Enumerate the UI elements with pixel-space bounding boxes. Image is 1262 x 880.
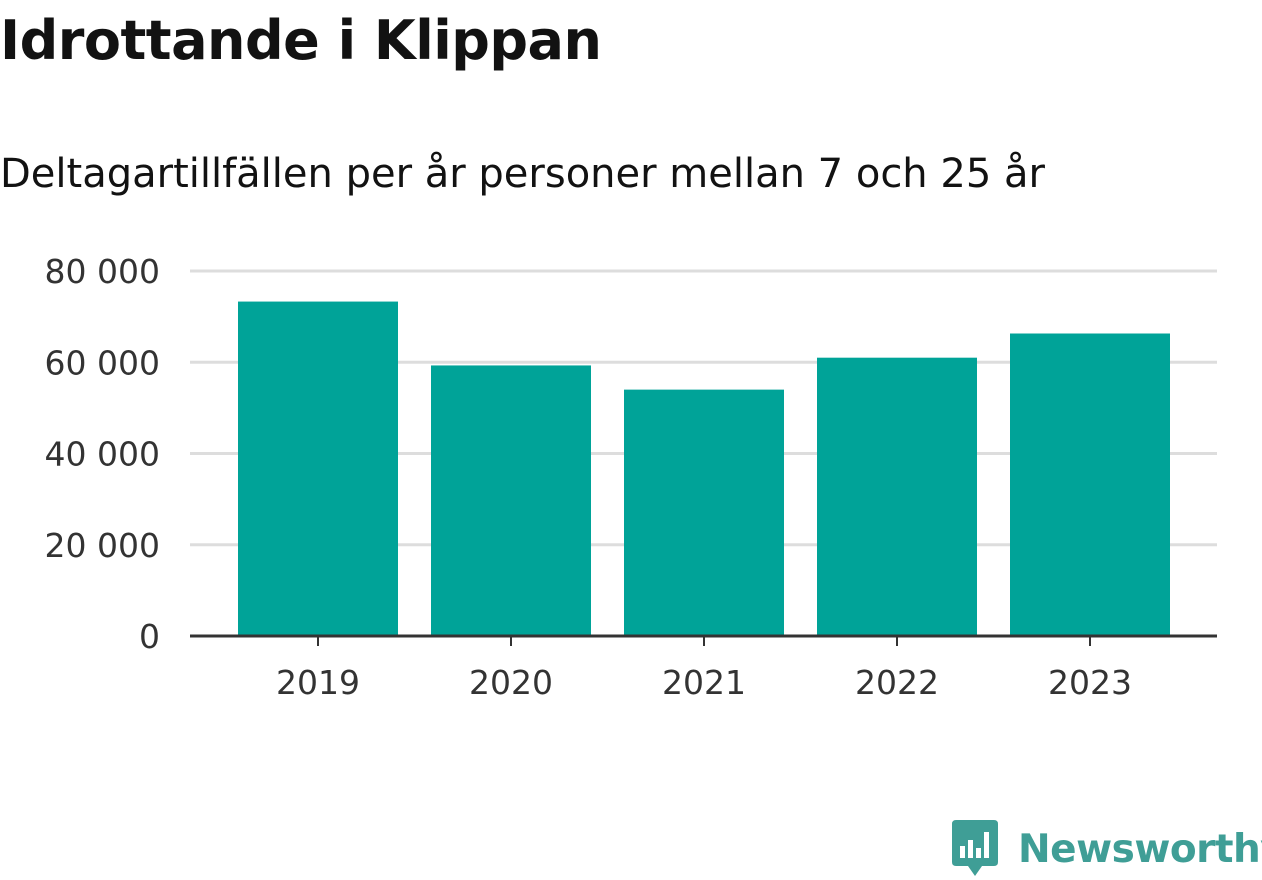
bar	[817, 357, 977, 636]
y-tick-label: 20 000	[45, 526, 160, 565]
newsworthy-logo: Newsworthy	[950, 818, 1262, 880]
x-tick-label: 2021	[662, 663, 746, 702]
x-tick-label: 2023	[1048, 663, 1132, 702]
chart-subtitle: Deltagartillfällen per år personer mella…	[0, 151, 1045, 197]
y-tick-label: 40 000	[45, 435, 160, 474]
y-tick-label: 80 000	[45, 252, 160, 291]
chart-title: Idrottande i Klippan	[0, 9, 602, 72]
y-tick-label: 0	[139, 617, 160, 656]
bar	[1010, 333, 1170, 636]
x-tick-label: 2019	[276, 663, 360, 702]
bar-chart-badge-icon	[952, 820, 998, 876]
x-tick-label: 2022	[855, 663, 939, 702]
x-tick-label: 2020	[469, 663, 553, 702]
y-tick-label: 60 000	[45, 343, 160, 382]
bar	[238, 301, 398, 636]
bar	[624, 389, 784, 636]
logo-wordmark: Newsworthy	[1018, 826, 1262, 872]
bar	[431, 365, 591, 636]
